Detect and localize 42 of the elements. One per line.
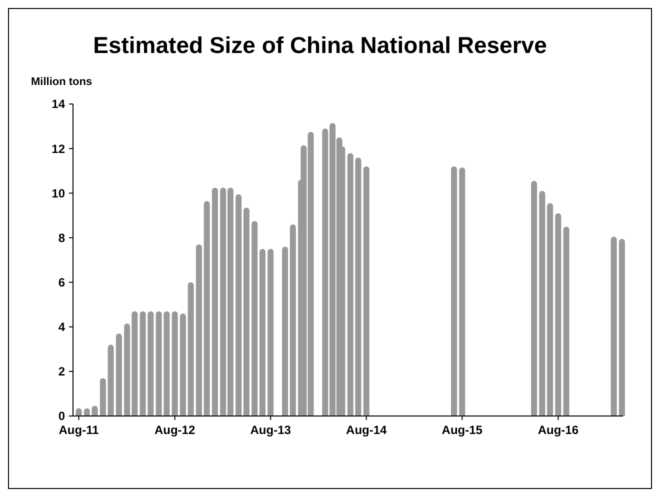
bar	[282, 246, 288, 416]
bar	[618, 238, 625, 416]
bar	[547, 203, 554, 416]
y-tick-label: 6	[58, 275, 66, 290]
bar	[610, 236, 617, 416]
bar	[188, 282, 194, 416]
bar	[259, 248, 266, 416]
bar	[363, 166, 370, 416]
y-tick-label: 2	[58, 364, 66, 379]
bar	[539, 190, 546, 416]
bar	[204, 200, 210, 416]
bar	[451, 166, 458, 416]
x-tick-label: Aug-11	[58, 423, 100, 437]
bar	[100, 378, 106, 416]
y-tick-label: 12	[52, 142, 66, 156]
bar	[268, 248, 274, 416]
y-tick-label: 14	[52, 97, 66, 112]
bar	[252, 221, 258, 416]
y-tick-label: 0	[58, 409, 66, 424]
bar	[290, 224, 296, 416]
y-tick-label: 8	[58, 230, 66, 245]
bar	[108, 344, 114, 416]
bar	[459, 168, 466, 416]
bar	[531, 180, 538, 416]
bar	[563, 226, 570, 416]
bar	[555, 213, 562, 416]
x-tick-label: Aug-13	[250, 423, 292, 437]
x-tick-label: Aug-15	[442, 423, 483, 437]
bar	[236, 194, 242, 416]
x-tick-label: Aug-16	[538, 423, 579, 437]
bar	[172, 311, 178, 416]
y-axis-title: Million tons	[31, 76, 92, 88]
bar	[180, 313, 186, 416]
bar	[196, 244, 202, 416]
chart-title: Estimated Size of China National Reserve	[93, 32, 547, 58]
bar	[212, 188, 218, 416]
bar	[116, 334, 122, 416]
y-tick-label: 4	[58, 320, 66, 334]
x-tick-label: Aug-12	[154, 423, 196, 437]
y-tick-label: 10	[52, 186, 66, 200]
bar	[243, 208, 250, 416]
x-tick-label: Aug-14	[346, 423, 388, 437]
